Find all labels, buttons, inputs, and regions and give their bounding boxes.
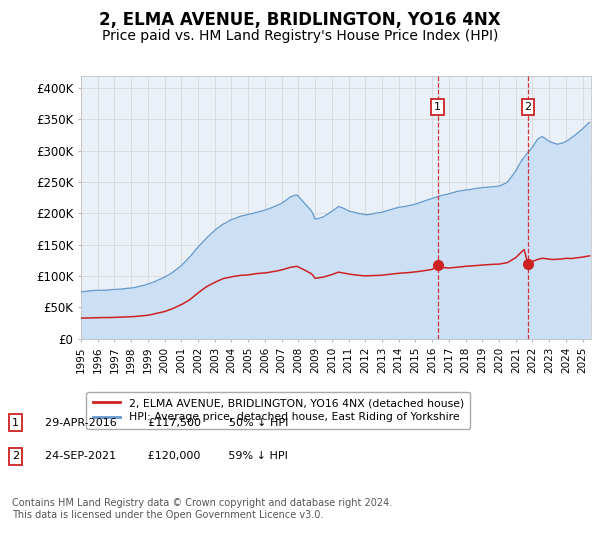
Text: 1: 1 <box>12 418 19 428</box>
Text: Price paid vs. HM Land Registry's House Price Index (HPI): Price paid vs. HM Land Registry's House … <box>102 29 498 43</box>
Text: 29-APR-2016         £117,500        50% ↓ HPI: 29-APR-2016 £117,500 50% ↓ HPI <box>45 418 289 428</box>
Legend: 2, ELMA AVENUE, BRIDLINGTON, YO16 4NX (detached house), HPI: Average price, deta: 2, ELMA AVENUE, BRIDLINGTON, YO16 4NX (d… <box>86 391 470 429</box>
Text: 24-SEP-2021         £120,000        59% ↓ HPI: 24-SEP-2021 £120,000 59% ↓ HPI <box>45 451 288 461</box>
Text: 2: 2 <box>12 451 19 461</box>
Text: 2: 2 <box>524 102 532 112</box>
Text: 2, ELMA AVENUE, BRIDLINGTON, YO16 4NX: 2, ELMA AVENUE, BRIDLINGTON, YO16 4NX <box>99 11 501 29</box>
Text: Contains HM Land Registry data © Crown copyright and database right 2024.
This d: Contains HM Land Registry data © Crown c… <box>12 498 392 520</box>
Text: 1: 1 <box>434 102 441 112</box>
